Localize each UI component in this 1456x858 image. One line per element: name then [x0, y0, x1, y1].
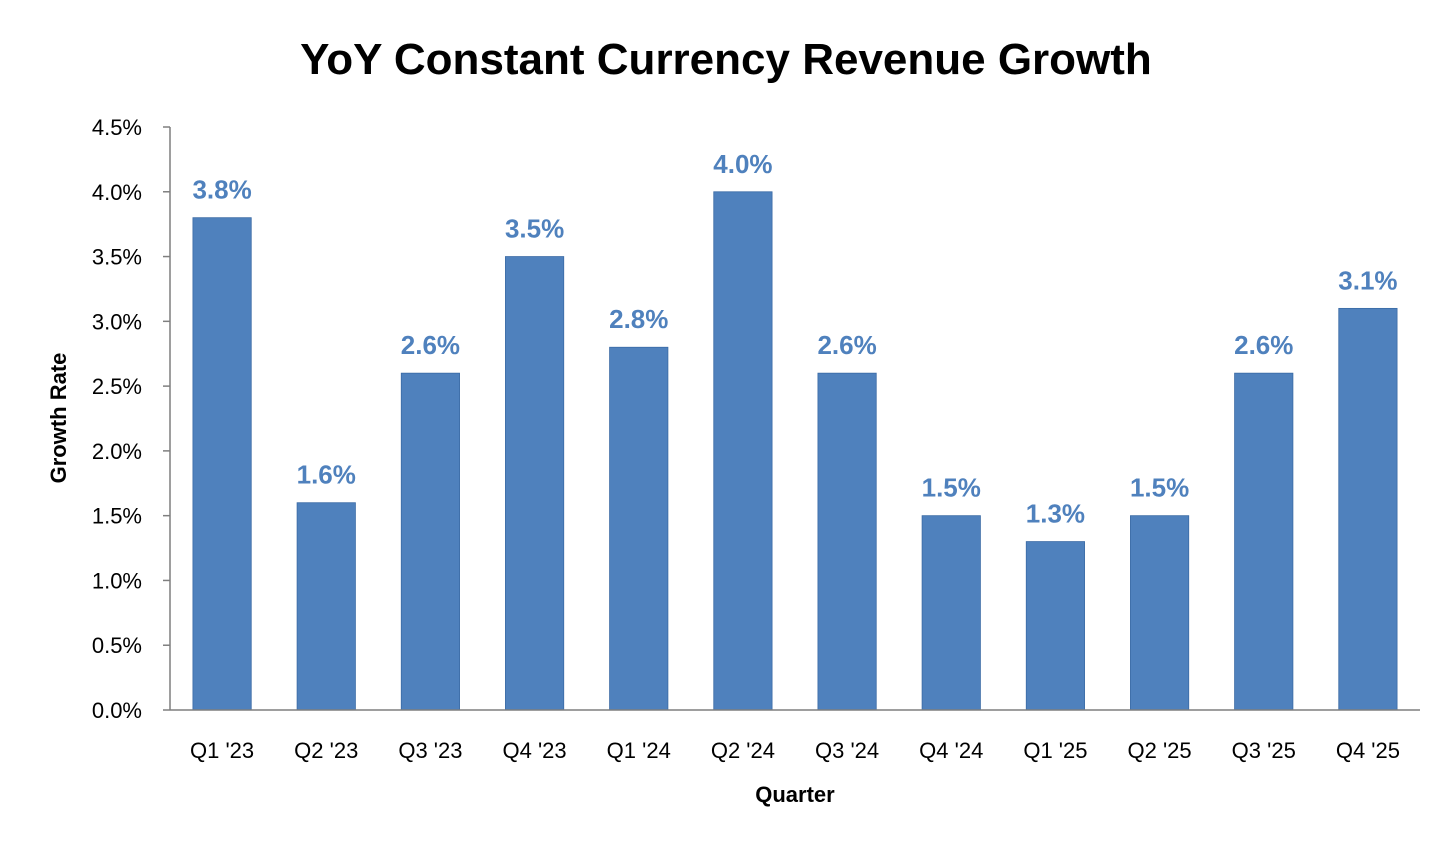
y-axis-title: Growth Rate	[46, 353, 71, 484]
bar-value-label: 2.6%	[401, 330, 460, 360]
bar-value-label: 1.5%	[922, 473, 981, 503]
bar-value-label: 3.5%	[505, 214, 564, 244]
bar	[817, 372, 877, 711]
y-tick-label: 2.0%	[92, 439, 142, 464]
x-tick-label: Q4 '23	[503, 738, 567, 763]
bar	[192, 217, 252, 711]
bar	[609, 346, 669, 711]
bar-series	[192, 191, 1398, 711]
x-tick-label: Q1 '25	[1023, 738, 1087, 763]
x-tick-label: Q2 '24	[711, 738, 775, 763]
x-axis: Q1 '23 Q2 '23 Q3 '23 Q4 '23 Q1 '24 Q2 '24 Q3 '…	[190, 738, 1400, 763]
bar	[713, 191, 773, 711]
bar-value-label: 2.6%	[817, 330, 876, 360]
x-tick-label: Q3 '23	[398, 738, 462, 763]
y-tick-label: 3.0%	[92, 309, 142, 334]
bar	[1338, 307, 1398, 711]
x-tick-label: Q4 '24	[919, 738, 983, 763]
bar	[1234, 372, 1294, 711]
x-tick-label: Q3 '24	[815, 738, 879, 763]
y-axis: 0.0% 0.5% 1.0% 1.5% 2.0% 2.5% 3.0% 3.5% 4.0% 4.5%	[92, 115, 170, 723]
bar	[1130, 515, 1190, 711]
y-tick-label: 1.5%	[92, 504, 142, 529]
x-tick-label: Q3 '25	[1232, 738, 1296, 763]
bar	[400, 372, 460, 711]
bar-value-label: 4.0%	[713, 149, 772, 179]
bar-value-label: 2.8%	[609, 304, 668, 334]
bar	[296, 502, 356, 711]
chart-title: YoY Constant Currency Revenue Growth	[300, 35, 1152, 84]
x-axis-title: Quarter	[755, 782, 835, 807]
y-tick-label: 4.5%	[92, 115, 142, 140]
y-tick-label: 2.5%	[92, 374, 142, 399]
y-tick-label: 1.0%	[92, 568, 142, 593]
bar	[1025, 541, 1085, 711]
y-tick-label: 4.0%	[92, 180, 142, 205]
y-tick-label: 0.0%	[92, 698, 142, 723]
bar-value-label: 1.6%	[297, 460, 356, 490]
x-tick-label: Q2 '23	[294, 738, 358, 763]
x-tick-label: Q4 '25	[1336, 738, 1400, 763]
y-tick-label: 3.5%	[92, 245, 142, 270]
x-tick-label: Q1 '23	[190, 738, 254, 763]
bar-value-label: 1.5%	[1130, 473, 1189, 503]
bar-value-label: 2.6%	[1234, 330, 1293, 360]
y-tick-label: 0.5%	[92, 633, 142, 658]
x-tick-label: Q1 '24	[607, 738, 671, 763]
axis-lines	[169, 127, 1420, 711]
x-tick-label: Q2 '25	[1128, 738, 1192, 763]
bar	[505, 256, 565, 711]
bar-value-label: 3.1%	[1338, 265, 1397, 295]
bar	[921, 515, 981, 711]
bar-value-label: 1.3%	[1026, 499, 1085, 529]
data-labels: 3.8% 1.6% 2.6% 3.5% 2.8% 4.0% 2.6% 1.5% 1.3% 1.5%…	[192, 149, 1397, 529]
bar-value-label: 3.8%	[192, 175, 251, 205]
